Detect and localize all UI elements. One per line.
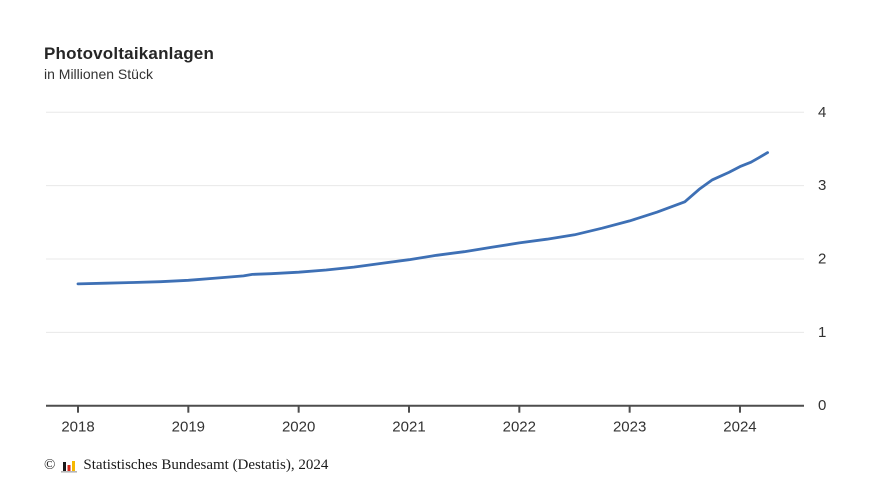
x-tick-label-2021: 2021 (392, 419, 425, 436)
y-tick-label-3: 3 (818, 177, 826, 194)
x-tick-label-2024: 2024 (723, 419, 756, 436)
x-tick-label-2019: 2019 (172, 419, 205, 436)
destatis-logo-icon (61, 460, 78, 473)
y-tick-label-0: 0 (818, 397, 826, 414)
chart-title: Photovoltaikanlagen (44, 44, 215, 63)
x-tick-label-2023: 2023 (613, 419, 646, 436)
y-tick-label-1: 1 (818, 324, 826, 341)
copyright-symbol: © (44, 457, 56, 473)
x-tick-label-2018: 2018 (61, 419, 94, 436)
data-line-photovoltaikanlagen (76, 151, 769, 286)
y-tick-label-2: 2 (818, 251, 826, 268)
chart-subtitle: in Millionen Stück (44, 66, 153, 82)
source-note: © Statistisches Bundesamt (Destatis), 20… (44, 457, 328, 474)
x-tick-label-2022: 2022 (503, 419, 536, 436)
source-text: Statistisches Bundesamt (Destatis), 2024 (83, 457, 329, 473)
y-tick-label-4: 4 (818, 104, 826, 121)
x-tick-label-2020: 2020 (282, 419, 315, 436)
